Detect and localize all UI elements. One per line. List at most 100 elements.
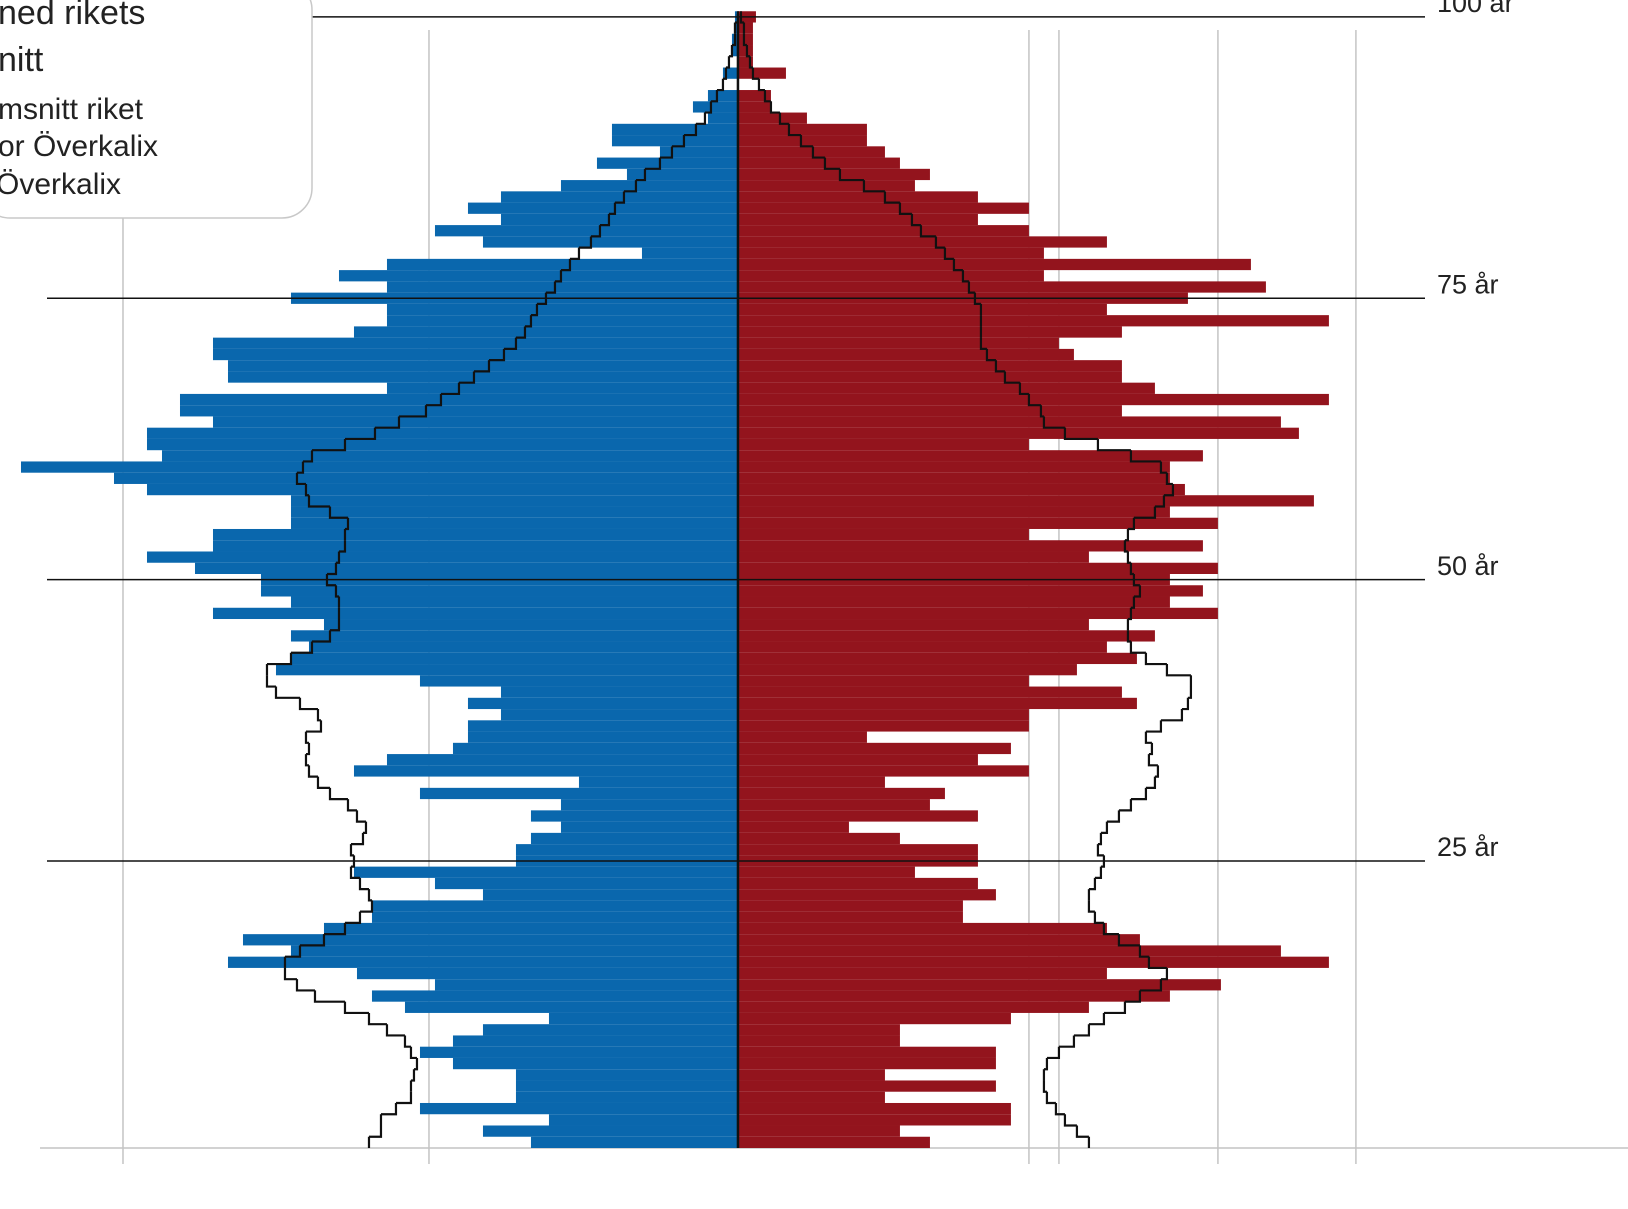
reference-step bbox=[704, 101, 713, 114]
bar bbox=[419, 1046, 738, 1058]
bar bbox=[530, 1136, 738, 1148]
reference-step bbox=[302, 450, 314, 463]
reference-step bbox=[1063, 427, 1098, 441]
reference-step bbox=[367, 1012, 387, 1026]
bar bbox=[737, 945, 1281, 957]
bar bbox=[212, 337, 738, 349]
bar bbox=[737, 540, 1203, 552]
bar bbox=[356, 967, 738, 980]
bar bbox=[737, 709, 1029, 721]
reference-step bbox=[413, 1057, 419, 1071]
reference-step bbox=[1124, 990, 1142, 1003]
bar bbox=[467, 720, 738, 732]
bar bbox=[737, 461, 1170, 473]
bar bbox=[737, 877, 978, 890]
bar bbox=[737, 315, 1329, 327]
bar bbox=[419, 1102, 738, 1115]
bar bbox=[737, 641, 1107, 653]
bar bbox=[737, 405, 1122, 417]
bar bbox=[737, 1001, 1089, 1013]
reference-step bbox=[910, 213, 921, 227]
reference-step bbox=[1102, 922, 1119, 936]
bar bbox=[737, 776, 885, 788]
reference-step bbox=[745, 45, 750, 58]
bar bbox=[548, 1114, 738, 1126]
bar bbox=[500, 191, 738, 203]
reference-step bbox=[1165, 472, 1173, 486]
reference-step bbox=[599, 213, 611, 227]
bar bbox=[611, 135, 738, 147]
bar bbox=[731, 45, 738, 57]
reference-step bbox=[380, 1102, 398, 1116]
reference-step bbox=[326, 562, 338, 576]
bar bbox=[737, 686, 1122, 698]
reference-step bbox=[524, 315, 533, 328]
bar bbox=[146, 483, 738, 496]
reference-step bbox=[1145, 720, 1163, 733]
reference-step bbox=[1126, 630, 1131, 643]
reference-step bbox=[398, 405, 428, 418]
reference-step bbox=[728, 45, 734, 58]
reference-step bbox=[374, 416, 401, 429]
reference-step bbox=[1127, 517, 1136, 531]
bar bbox=[560, 799, 738, 811]
legend-text: Överkalix bbox=[0, 168, 121, 201]
reference-step bbox=[349, 866, 360, 879]
bar bbox=[548, 1012, 738, 1025]
bar bbox=[323, 922, 738, 935]
bar bbox=[530, 832, 738, 845]
bar bbox=[737, 934, 1140, 946]
bar bbox=[194, 562, 738, 574]
bar bbox=[578, 776, 738, 788]
bar bbox=[737, 281, 1266, 293]
bar bbox=[737, 1012, 1011, 1025]
reference-step bbox=[748, 56, 753, 69]
bar bbox=[290, 596, 738, 608]
reference-step bbox=[1054, 1102, 1065, 1116]
bar bbox=[452, 1057, 738, 1070]
reference-step bbox=[311, 438, 347, 452]
bar bbox=[353, 765, 738, 777]
legend-text: nitt bbox=[0, 41, 44, 79]
reference-step bbox=[1073, 1024, 1091, 1037]
reference-step bbox=[266, 652, 293, 666]
reference-step bbox=[515, 326, 527, 339]
bar bbox=[737, 472, 1170, 484]
legend: ned rikets nitt msnitt riket or Överkalix Öv… bbox=[0, 0, 313, 219]
reference-step bbox=[299, 934, 326, 947]
bar bbox=[737, 495, 1314, 507]
reference-step bbox=[725, 56, 731, 69]
bar bbox=[146, 551, 738, 563]
bar bbox=[290, 630, 738, 642]
reference-step bbox=[1027, 393, 1041, 407]
bar bbox=[338, 270, 738, 282]
reference-step bbox=[985, 348, 996, 362]
bar bbox=[737, 112, 807, 124]
reference-step bbox=[1147, 754, 1158, 767]
reference-step bbox=[787, 123, 801, 137]
reference-step bbox=[338, 540, 347, 553]
bar bbox=[404, 1001, 738, 1013]
bar bbox=[737, 123, 867, 136]
bar bbox=[386, 754, 738, 766]
bar bbox=[290, 506, 738, 518]
bar bbox=[737, 664, 1077, 676]
reference-step bbox=[1160, 967, 1169, 981]
bar bbox=[212, 416, 738, 428]
bar bbox=[737, 911, 963, 923]
bar bbox=[386, 382, 738, 394]
reference-step bbox=[823, 157, 840, 170]
reference-step bbox=[623, 180, 638, 193]
reference-step bbox=[1159, 461, 1167, 474]
reference-step bbox=[359, 900, 374, 913]
legend-text: ned rikets bbox=[0, 0, 145, 32]
bar bbox=[737, 562, 1218, 574]
reference-step bbox=[1165, 664, 1191, 677]
bar bbox=[737, 202, 1029, 214]
bar bbox=[737, 1035, 900, 1047]
reference-step bbox=[943, 247, 954, 260]
reference-step bbox=[343, 1001, 369, 1015]
bar bbox=[737, 101, 771, 113]
reference-step bbox=[1163, 483, 1175, 497]
bar bbox=[161, 450, 738, 462]
